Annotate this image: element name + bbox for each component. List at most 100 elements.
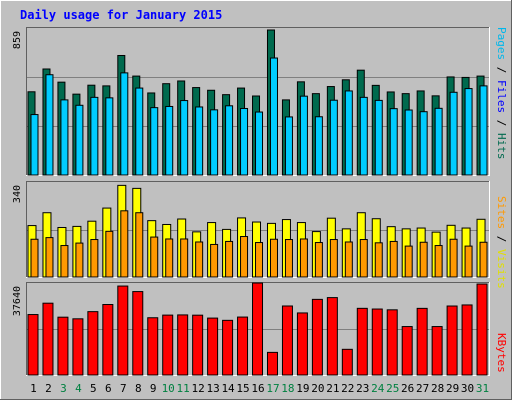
files-bar	[419, 111, 428, 176]
sites-bar	[284, 239, 293, 278]
sites-bar	[464, 245, 473, 278]
sites-bar	[269, 238, 278, 278]
kbytes-bar	[356, 307, 368, 376]
kbytes-bar	[192, 314, 204, 376]
sites-bar	[210, 243, 219, 278]
sites-bar	[240, 236, 249, 278]
kbytes-bar	[237, 316, 249, 376]
sites-bar	[30, 238, 39, 278]
files-bar	[479, 85, 488, 176]
visits-sites-max-label: 340	[12, 185, 23, 203]
files-bar	[240, 107, 249, 176]
day-label: 4	[75, 382, 82, 395]
kbytes-bar	[207, 317, 219, 376]
day-label: 25	[386, 382, 399, 395]
kbytes-bar	[57, 316, 69, 376]
kbytes-bar	[281, 305, 293, 376]
kbytes-bar	[371, 308, 383, 376]
sites-bar	[135, 212, 144, 278]
files-bar	[284, 116, 293, 176]
day-label: 26	[401, 382, 414, 395]
files-bar	[45, 74, 54, 176]
day-label: 27	[416, 382, 429, 395]
kbytes-bar	[341, 348, 353, 376]
day-label: 9	[150, 382, 157, 395]
files-bar	[464, 88, 473, 176]
sites-bar	[165, 238, 174, 278]
kbytes-bar	[311, 298, 323, 376]
kbytes-bar	[132, 291, 144, 376]
legend-entry: /	[495, 229, 508, 249]
files-bar	[225, 105, 234, 176]
day-label: 20	[311, 382, 324, 395]
kbytes-bar	[431, 326, 443, 376]
files-bar	[314, 116, 323, 176]
sites-bar	[419, 241, 428, 278]
kbytes-bar	[102, 304, 114, 376]
legend-entry: Visits	[495, 249, 508, 289]
day-label: 21	[326, 382, 339, 395]
day-label: 14	[221, 382, 235, 395]
files-bar	[374, 99, 383, 176]
files-bar	[299, 95, 308, 176]
files-bar	[165, 105, 174, 176]
hits-files-max-label: 859	[12, 31, 23, 49]
files-bar	[120, 72, 129, 176]
day-label: 17	[266, 382, 279, 395]
files-bar	[75, 104, 84, 176]
files-bar	[434, 107, 443, 176]
legend-kbytes: KBytes	[495, 333, 508, 373]
day-label: 16	[251, 382, 264, 395]
legend-entry: Hits	[495, 133, 508, 160]
day-label: 5	[90, 382, 97, 395]
day-label: 15	[236, 382, 249, 395]
sites-bar	[374, 242, 383, 278]
files-bar	[269, 57, 278, 176]
files-bar	[90, 96, 99, 176]
sites-bar	[60, 245, 69, 278]
files-bar	[180, 100, 189, 176]
day-label: 7	[120, 382, 127, 395]
sites-bar	[404, 245, 413, 278]
sites-bar	[359, 239, 368, 278]
kbytes-bar	[446, 305, 458, 376]
kbytes-bar	[476, 283, 488, 376]
kbytes-bar	[401, 326, 413, 376]
files-bar	[195, 106, 204, 176]
sites-bar	[75, 242, 84, 278]
day-label: 3	[60, 382, 67, 395]
kbytes-bar	[27, 314, 39, 376]
sites-bar	[195, 241, 204, 278]
chart-title: Daily usage for January 2015	[20, 8, 222, 22]
files-bar	[449, 91, 458, 176]
legend-visits-sites: Sites / Visits	[495, 196, 508, 289]
files-bar	[329, 99, 338, 176]
day-label: 24	[371, 382, 385, 395]
files-bar	[389, 108, 398, 176]
day-label: 22	[341, 382, 354, 395]
day-label: 1	[30, 382, 37, 395]
legend-hits-files: Pages / Files / Hits	[495, 27, 508, 160]
sites-bar	[105, 230, 114, 278]
sites-bar	[120, 210, 129, 278]
legend-entry: Pages	[495, 27, 508, 60]
sites-bar	[90, 239, 99, 278]
sites-bar	[150, 236, 159, 278]
day-label: 12	[192, 382, 205, 395]
day-label: 11	[177, 382, 190, 395]
day-label: 8	[135, 382, 142, 395]
day-label: 29	[446, 382, 459, 395]
legend-entry: Files	[495, 80, 508, 113]
sites-bar	[299, 238, 308, 278]
kbytes-bar	[461, 304, 473, 376]
files-bar	[30, 114, 39, 176]
day-label: 18	[281, 382, 294, 395]
sites-bar	[314, 242, 323, 278]
day-label: 2	[45, 382, 52, 395]
kbytes-bar	[162, 314, 174, 376]
files-bar	[359, 96, 368, 176]
legend-entry: Sites	[495, 196, 508, 229]
sites-bar	[329, 239, 338, 278]
legend-entry: KBytes	[495, 333, 508, 373]
